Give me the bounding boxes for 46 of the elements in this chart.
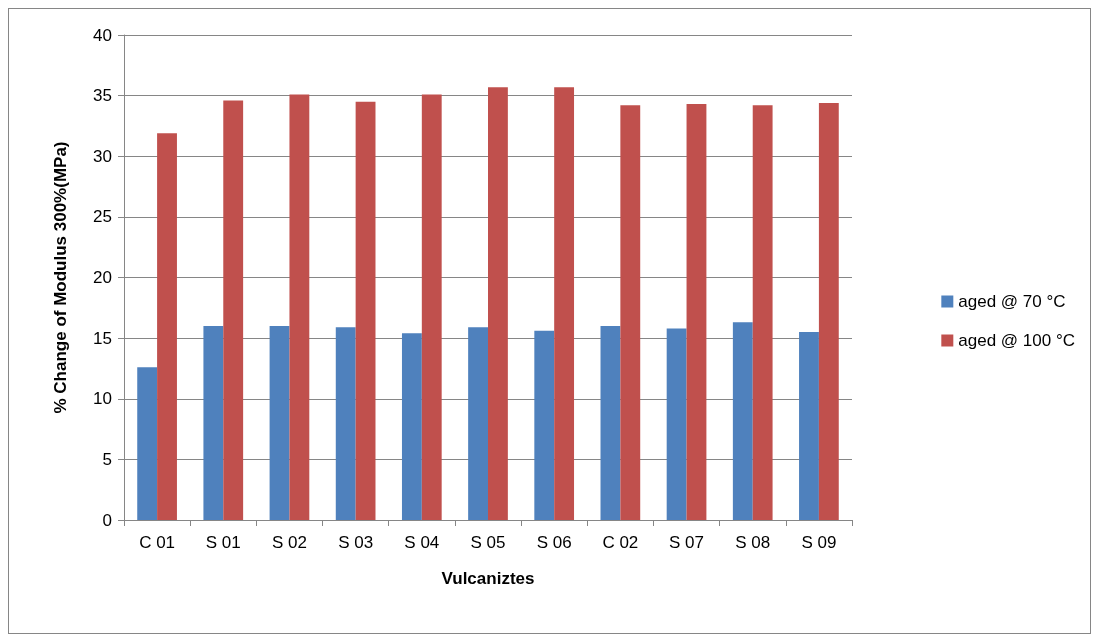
y-tick-label: 10 [93, 389, 112, 409]
bar [335, 327, 356, 520]
y-tick-label: 30 [93, 146, 112, 166]
x-tick-label: S 09 [801, 533, 837, 552]
x-axis-title: Vulcaniztes [441, 569, 535, 588]
bar [355, 101, 376, 520]
x-tick-label: S 08 [735, 533, 771, 552]
y-tick-label: 35 [93, 86, 112, 106]
bar [269, 326, 290, 520]
y-tick-label: 25 [93, 207, 112, 227]
y-tick-label: 0 [102, 510, 112, 530]
x-tick-label: S 04 [404, 533, 440, 552]
bar [534, 330, 555, 520]
bar [818, 102, 839, 520]
bar [799, 332, 819, 520]
bar [686, 104, 707, 520]
legend-label: aged @ 100 °C [958, 331, 1075, 350]
x-tick-label: S 03 [338, 533, 374, 552]
x-tick-label: S 07 [669, 533, 705, 552]
bar [157, 133, 177, 520]
bar [488, 87, 508, 520]
bar [137, 367, 158, 520]
bar [620, 105, 641, 520]
bar [203, 326, 224, 520]
bar [421, 94, 442, 520]
bar [752, 105, 773, 520]
y-tick-label: 5 [102, 449, 112, 469]
y-tick-label: 15 [93, 328, 112, 348]
bar [554, 87, 575, 520]
x-tick-label: S 01 [205, 533, 241, 552]
x-tick-label: C 02 [602, 533, 639, 552]
bar [468, 327, 488, 520]
bar [289, 94, 310, 520]
x-tick-label: S 02 [271, 533, 307, 552]
legend-label: aged @ 70 °C [958, 292, 1066, 311]
x-tick-label: S 05 [470, 533, 506, 552]
bar [600, 326, 621, 520]
bar [732, 322, 753, 520]
bar [223, 100, 244, 520]
x-tick-label: S 06 [536, 533, 572, 552]
y-tick-label: 40 [93, 25, 112, 45]
bar [666, 328, 687, 520]
y-tick-label: 20 [93, 268, 112, 287]
y-axis-title: % Change of Modulus 300%(MPa) [51, 141, 70, 414]
bar [401, 333, 422, 520]
x-tick-label: C 01 [139, 533, 176, 552]
